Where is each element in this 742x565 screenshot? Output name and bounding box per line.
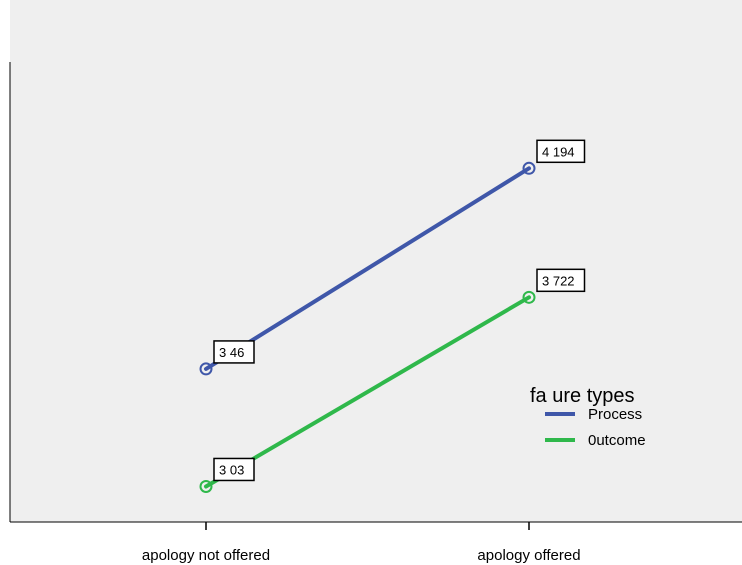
- series-layer: 3 46 4 194 3 03 3 722: [199, 139, 586, 493]
- data-label-box-0utcome-1: [213, 457, 255, 482]
- x-axis-ticks: apology not offered apology offered: [142, 522, 581, 564]
- legend-label-process: Process: [588, 406, 642, 423]
- data-label-box-process-1: [213, 340, 255, 364]
- data-point-0utcome-1: [199, 479, 213, 493]
- data-label-process-2: 4 194: [542, 144, 575, 159]
- data-label-box-0utcome-2: [536, 268, 586, 293]
- data-label-0utcome-2: 3 722: [542, 273, 575, 288]
- data-point-process-1: [199, 362, 213, 376]
- data-label-process-1: 3 46: [219, 345, 244, 360]
- data-label-box-process-2: [536, 139, 586, 164]
- data-point-0utcome-2: [522, 290, 536, 304]
- legend-items: Process 0utcome: [545, 406, 646, 449]
- series-line-0utcome: [204, 295, 531, 489]
- x-tick-label-apology-not-offered: apology not offered: [142, 547, 270, 564]
- legend: fa ure types Process 0utcome: [530, 385, 646, 449]
- legend-label-0utcome: 0utcome: [588, 432, 646, 449]
- data-point-process-2: [522, 161, 536, 175]
- legend-title: fa ure types: [530, 385, 635, 407]
- x-tick-label-apology-offered: apology offered: [477, 547, 580, 564]
- series-line-process: [204, 166, 531, 371]
- data-label-0utcome-1: 3 03: [219, 462, 244, 477]
